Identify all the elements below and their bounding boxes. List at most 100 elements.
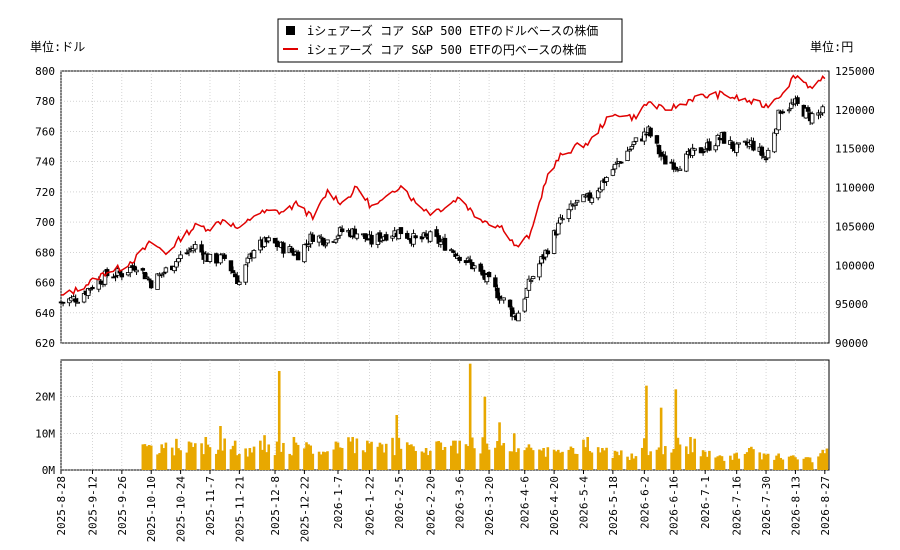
candle-body: [786, 109, 792, 112]
candle-body: [199, 244, 204, 253]
volume-bar: [611, 457, 615, 470]
volume-bar: [158, 453, 161, 470]
volume-bar: [429, 450, 432, 470]
date-tick-label: 2026-3-20: [483, 476, 496, 536]
date-tick-label: 2026-1-22: [363, 476, 376, 536]
volume-bar: [149, 445, 153, 470]
volume-bar: [777, 453, 780, 470]
candle-body: [761, 156, 767, 158]
date-tick-label: 2025-12-8: [269, 476, 282, 536]
candle-body: [648, 127, 653, 137]
volume-bar: [559, 452, 562, 470]
volume-bar: [498, 422, 501, 470]
candle-body: [306, 244, 311, 247]
candle-body: [556, 222, 561, 235]
volume-bar: [265, 452, 268, 470]
volume-axis: 0M 10M 20M: [35, 391, 55, 477]
date-tick-label: 2025-10-10: [145, 476, 158, 542]
candle-body: [467, 259, 473, 263]
volume-bar: [708, 450, 711, 470]
candle-body: [568, 203, 574, 211]
volume-bar: [294, 442, 298, 470]
left-tick-label: 800: [35, 65, 55, 78]
date-tick-label: 2026-2-20: [424, 476, 437, 536]
volume-bar: [263, 435, 266, 470]
volume-bar: [819, 453, 822, 470]
candle-body: [780, 111, 786, 114]
candle-body: [633, 137, 639, 142]
volume-bar: [561, 451, 564, 470]
candle-body: [457, 256, 462, 261]
candle-body: [776, 109, 781, 131]
volume-bar: [687, 454, 690, 470]
volume-bar: [575, 453, 579, 470]
volume-bar: [363, 452, 367, 470]
left-tick-label: 700: [35, 216, 55, 229]
volume-bar: [729, 455, 732, 470]
volume-bar: [391, 437, 394, 470]
volume-bar: [779, 457, 783, 470]
candle-body: [377, 232, 383, 242]
date-tick-label: 2025-12-22: [298, 476, 311, 542]
volume-bar: [204, 437, 208, 470]
volume-bar: [336, 442, 340, 470]
volume-bar: [605, 447, 608, 470]
left-axis: 620 640 660 680 700 720 740 760 780 800: [35, 65, 55, 350]
volume-bar: [691, 452, 694, 470]
candle-body: [186, 250, 192, 253]
volume-bar: [750, 446, 753, 470]
date-tick-label: 2025-11-21: [233, 476, 246, 542]
candle-body: [642, 131, 647, 142]
volume-bar: [573, 453, 577, 470]
volume-tick-label: 10M: [35, 427, 55, 440]
candle-body: [413, 235, 418, 239]
volume-bar: [619, 450, 623, 470]
volume-bar: [311, 453, 315, 470]
candle-body: [354, 233, 360, 239]
yen-price-line: [60, 74, 826, 296]
candle-body: [325, 239, 330, 244]
candle-body: [339, 228, 345, 233]
volume-bar: [193, 443, 197, 470]
volume-bar: [689, 437, 692, 470]
candle-body: [692, 148, 697, 151]
date-tick-label: 2025-9-12: [86, 476, 99, 536]
right-tick-label: 120000: [835, 104, 875, 117]
volume-bar: [775, 455, 778, 470]
candle-body: [146, 278, 152, 281]
volume-bar: [435, 441, 438, 470]
candle-body: [625, 150, 630, 161]
volume-bar: [722, 460, 726, 470]
left-tick-label: 720: [35, 186, 55, 199]
left-tick-label: 660: [35, 277, 55, 290]
volume-bar: [244, 448, 247, 470]
volume-bar: [397, 437, 401, 470]
volume-bar: [473, 448, 476, 470]
candle-body: [501, 297, 506, 301]
volume-bar: [221, 450, 224, 470]
volume-bar: [500, 445, 503, 470]
candle-body: [560, 218, 565, 221]
volume-bar: [821, 449, 825, 470]
volume-bar: [670, 452, 673, 470]
date-tick-label: 2026-3-6: [454, 476, 467, 529]
volume-bar: [187, 441, 191, 470]
candle-body: [763, 158, 769, 161]
volume-bar: [569, 446, 573, 470]
volume-bar: [802, 458, 806, 470]
candle-body: [631, 141, 637, 145]
volume-bar: [410, 444, 413, 470]
right-axis: 90000 95000 100000 105000 110000 115000 120000…: [835, 65, 875, 350]
volume-bar: [347, 437, 350, 470]
volume-bar: [380, 444, 384, 470]
volume-bar: [752, 449, 755, 470]
candle-body: [734, 143, 739, 153]
volume-bar: [510, 451, 514, 470]
volume-bar: [309, 445, 313, 470]
volume-bar: [470, 437, 474, 470]
candle-body: [132, 265, 137, 271]
candle-body: [75, 301, 80, 304]
volume-bar: [512, 433, 516, 470]
candle-body: [820, 106, 825, 114]
candle-body: [627, 149, 632, 152]
